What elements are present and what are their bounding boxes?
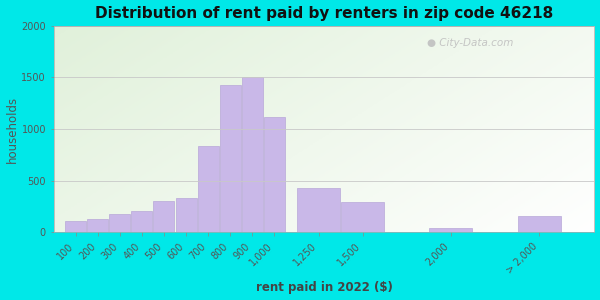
Title: Distribution of rent paid by renters in zip code 46218: Distribution of rent paid by renters in …: [95, 6, 553, 21]
Bar: [341, 202, 384, 232]
Bar: [297, 188, 340, 232]
Y-axis label: households: households: [5, 95, 19, 163]
Bar: [197, 146, 218, 232]
Bar: [176, 198, 197, 232]
Bar: [87, 219, 108, 232]
Bar: [242, 77, 263, 232]
Bar: [154, 201, 175, 232]
Bar: [131, 211, 152, 232]
Bar: [109, 214, 130, 232]
Bar: [518, 216, 561, 232]
Bar: [430, 228, 472, 232]
Bar: [65, 221, 86, 232]
Bar: [220, 85, 241, 232]
Bar: [264, 117, 285, 232]
Text: ● City-Data.com: ● City-Data.com: [427, 38, 513, 48]
X-axis label: rent paid in 2022 ($): rent paid in 2022 ($): [256, 281, 392, 294]
